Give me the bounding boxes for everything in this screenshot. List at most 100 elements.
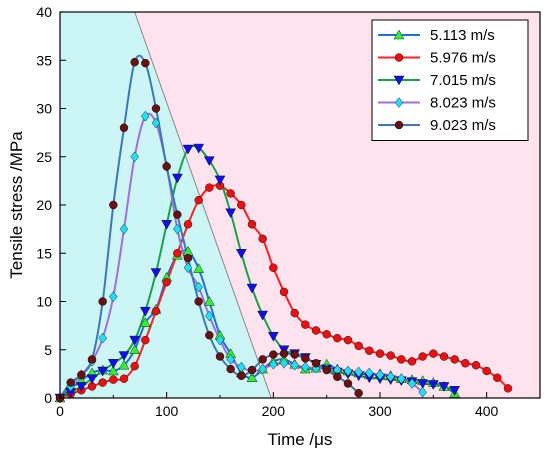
- data-point: [343, 379, 353, 388]
- data-point: [109, 200, 118, 210]
- x-tick-label: 400: [475, 403, 499, 419]
- data-point: [427, 380, 439, 390]
- data-point: [397, 355, 406, 364]
- data-point: [269, 350, 278, 359]
- data-point: [246, 372, 258, 382]
- x-tick-label: 100: [155, 403, 179, 419]
- data-point: [162, 278, 171, 287]
- data-point: [322, 330, 331, 339]
- legend-swatch-marker: [394, 120, 404, 130]
- data-point: [225, 208, 237, 219]
- data-point: [182, 144, 194, 155]
- data-point: [343, 365, 353, 377]
- data-point: [503, 384, 513, 393]
- data-point: [141, 58, 150, 68]
- data-point: [130, 57, 139, 67]
- data-point: [75, 382, 87, 392]
- y-tick-label: 15: [36, 245, 52, 261]
- plot-area-border: [59, 11, 541, 399]
- data-point: [386, 351, 395, 360]
- data-point: [119, 223, 129, 235]
- data-point: [214, 175, 226, 186]
- data-point: [194, 297, 203, 306]
- data-point: [343, 335, 353, 345]
- data-point: [193, 143, 205, 154]
- data-point: [226, 354, 235, 365]
- data-point: [417, 379, 429, 389]
- data-point: [98, 332, 107, 344]
- data-point: [386, 371, 395, 383]
- region-divider-line: [134, 11, 272, 399]
- data-point: [150, 268, 162, 278]
- data-point: [418, 386, 427, 398]
- data-point: [193, 263, 205, 273]
- legend: 5.113 m/s 5.976 m/s 7.015 m/s 8.023 m/s 9.02…: [371, 19, 529, 141]
- data-point: [141, 335, 150, 345]
- data-point: [439, 352, 449, 361]
- data-point: [226, 364, 235, 374]
- data-point: [139, 317, 151, 327]
- data-point: [139, 306, 151, 317]
- data-point: [118, 359, 130, 370]
- series-markers: [54, 57, 513, 404]
- x-tick-label: 0: [56, 403, 64, 419]
- data-point: [279, 287, 289, 297]
- data-point: [97, 366, 109, 377]
- data-point: [290, 350, 299, 359]
- data-point: [203, 296, 215, 306]
- data-point: [407, 378, 417, 389]
- legend-label: 7.015 m/s: [430, 72, 496, 89]
- data-point: [322, 365, 331, 375]
- data-point: [375, 349, 385, 358]
- data-point: [237, 371, 246, 381]
- data-point: [118, 351, 130, 361]
- data-point: [87, 355, 97, 364]
- data-point: [235, 249, 247, 259]
- data-point: [267, 332, 279, 342]
- data-point: [482, 366, 491, 376]
- legend-label: 5.976 m/s: [430, 50, 496, 67]
- data-point: [151, 306, 161, 316]
- data-point: [258, 234, 267, 243]
- data-point: [311, 359, 321, 368]
- data-point: [365, 346, 374, 355]
- data-point: [66, 378, 75, 387]
- data-point: [407, 357, 417, 366]
- x-axis-title: Time /μs: [268, 430, 333, 449]
- data-point: [194, 195, 203, 205]
- data-point: [161, 220, 173, 230]
- data-point: [119, 123, 129, 133]
- y-tick-label: 0: [44, 390, 52, 406]
- data-point: [269, 263, 278, 272]
- data-point: [247, 220, 257, 229]
- data-point: [151, 117, 161, 129]
- data-point: [205, 331, 214, 340]
- data-point: [449, 386, 461, 396]
- data-point: [301, 320, 310, 329]
- y-tick-label: 40: [36, 4, 52, 20]
- data-point: [290, 308, 299, 318]
- data-point: [109, 291, 118, 302]
- data-point: [173, 210, 182, 219]
- data-point: [98, 378, 107, 387]
- data-point: [354, 388, 363, 398]
- y-tick-label: 5: [44, 342, 52, 358]
- data-point: [397, 373, 406, 385]
- data-point: [86, 374, 98, 385]
- data-point: [301, 354, 310, 363]
- plot-frame: [59, 11, 541, 399]
- data-point: [98, 297, 107, 306]
- data-point: [109, 375, 118, 384]
- data-point: [418, 352, 427, 361]
- data-point: [77, 370, 86, 380]
- data-point: [215, 352, 225, 361]
- data-point: [354, 366, 363, 378]
- data-point: [269, 358, 278, 370]
- data-point: [450, 355, 459, 364]
- data-point: [246, 283, 258, 294]
- data-point: [311, 326, 321, 335]
- y-tick-label: 25: [36, 149, 52, 165]
- data-point: [183, 253, 193, 263]
- data-point: [183, 220, 193, 229]
